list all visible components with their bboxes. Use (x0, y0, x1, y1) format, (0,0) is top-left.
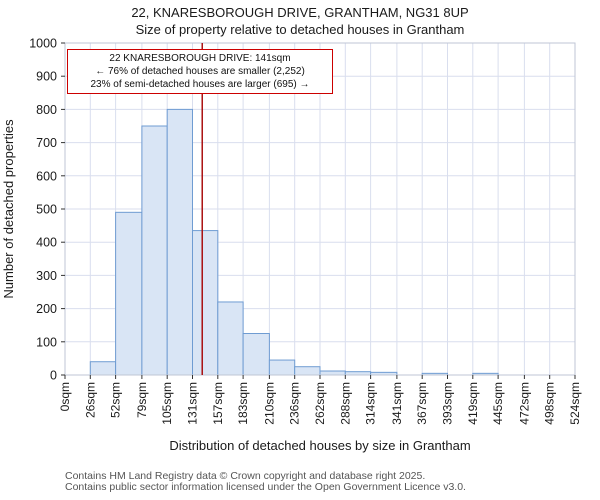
histogram-bar (192, 230, 219, 376)
x-axis-label: Distribution of detached houses by size … (169, 438, 470, 453)
y-tick-label: 200 (36, 302, 57, 316)
x-tick-label: 341sqm (390, 382, 404, 425)
histogram-bar (294, 366, 321, 376)
x-tick-label: 314sqm (364, 382, 378, 425)
y-tick-label: 700 (36, 136, 57, 150)
histogram-bar (141, 125, 168, 376)
y-axis-label: Number of detached properties (1, 119, 16, 299)
histogram-chart: 0 100 200 300 400 500 600 700 800 900 1000 0sqm 26sq… (1, 38, 582, 453)
x-tick-label: 393sqm (441, 382, 455, 425)
histogram-bar (115, 211, 143, 376)
annotation-larger-line: 23% of semi-detached houses are larger (… (90, 79, 310, 90)
y-tick-label: 900 (36, 70, 57, 84)
histogram-bar (242, 333, 270, 376)
y-tick-label: 1000 (29, 38, 57, 51)
x-tick-label: 52sqm (109, 382, 123, 418)
x-tick-label: 472sqm (517, 382, 531, 425)
x-tick-label: 236sqm (288, 382, 302, 425)
y-tick-label: 600 (36, 169, 57, 183)
chart-subtitle: Size of property relative to detached ho… (135, 22, 465, 37)
x-tick-label: 498sqm (543, 382, 557, 425)
histogram-bar (89, 361, 117, 376)
x-tick-label: 210sqm (262, 382, 276, 425)
footer-attribution-line-1: Contains HM Land Registry data © Crown c… (65, 470, 426, 482)
marker-annotation-box: 22 KNARESBOROUGH DRIVE: 141sqm ← 76% of … (67, 49, 333, 94)
x-tick-label: 419sqm (466, 382, 480, 425)
x-tick-label: 157sqm (211, 382, 225, 425)
annotation-property-line: 22 KNARESBOROUGH DRIVE: 141sqm (109, 53, 291, 64)
x-tick-label: 105sqm (160, 382, 174, 425)
annotation-smaller-line: ← 76% of detached houses are smaller (2,… (95, 66, 305, 77)
x-tick-label: 131sqm (186, 382, 200, 425)
histogram-bar (166, 108, 193, 376)
histogram-bar (319, 370, 346, 376)
y-tick-label: 400 (36, 236, 57, 250)
chart-title: 22, KNARESBOROUGH DRIVE, GRANTHAM, NG31 … (131, 5, 469, 20)
x-tick-label: 524sqm (568, 382, 582, 425)
x-tick-label: 367sqm (415, 382, 429, 425)
y-tick-label: 800 (36, 103, 57, 117)
footer-attribution-line-2: Contains public sector information licen… (65, 481, 466, 493)
x-tick-label: 288sqm (338, 382, 352, 425)
y-tick-label: 100 (36, 335, 57, 349)
x-tick-label: 183sqm (236, 382, 250, 425)
y-tick-label: 0 (50, 369, 57, 383)
x-tick-label: 79sqm (135, 382, 149, 418)
y-tick-label: 300 (36, 269, 57, 283)
x-tick-label: 262sqm (313, 382, 327, 425)
histogram-bar (268, 359, 296, 376)
x-tick-label: 445sqm (491, 382, 505, 425)
y-tick-label: 500 (36, 203, 57, 217)
histogram-bar (217, 301, 244, 376)
x-tick-label: 26sqm (83, 382, 97, 418)
x-tick-label: 0sqm (58, 382, 72, 411)
